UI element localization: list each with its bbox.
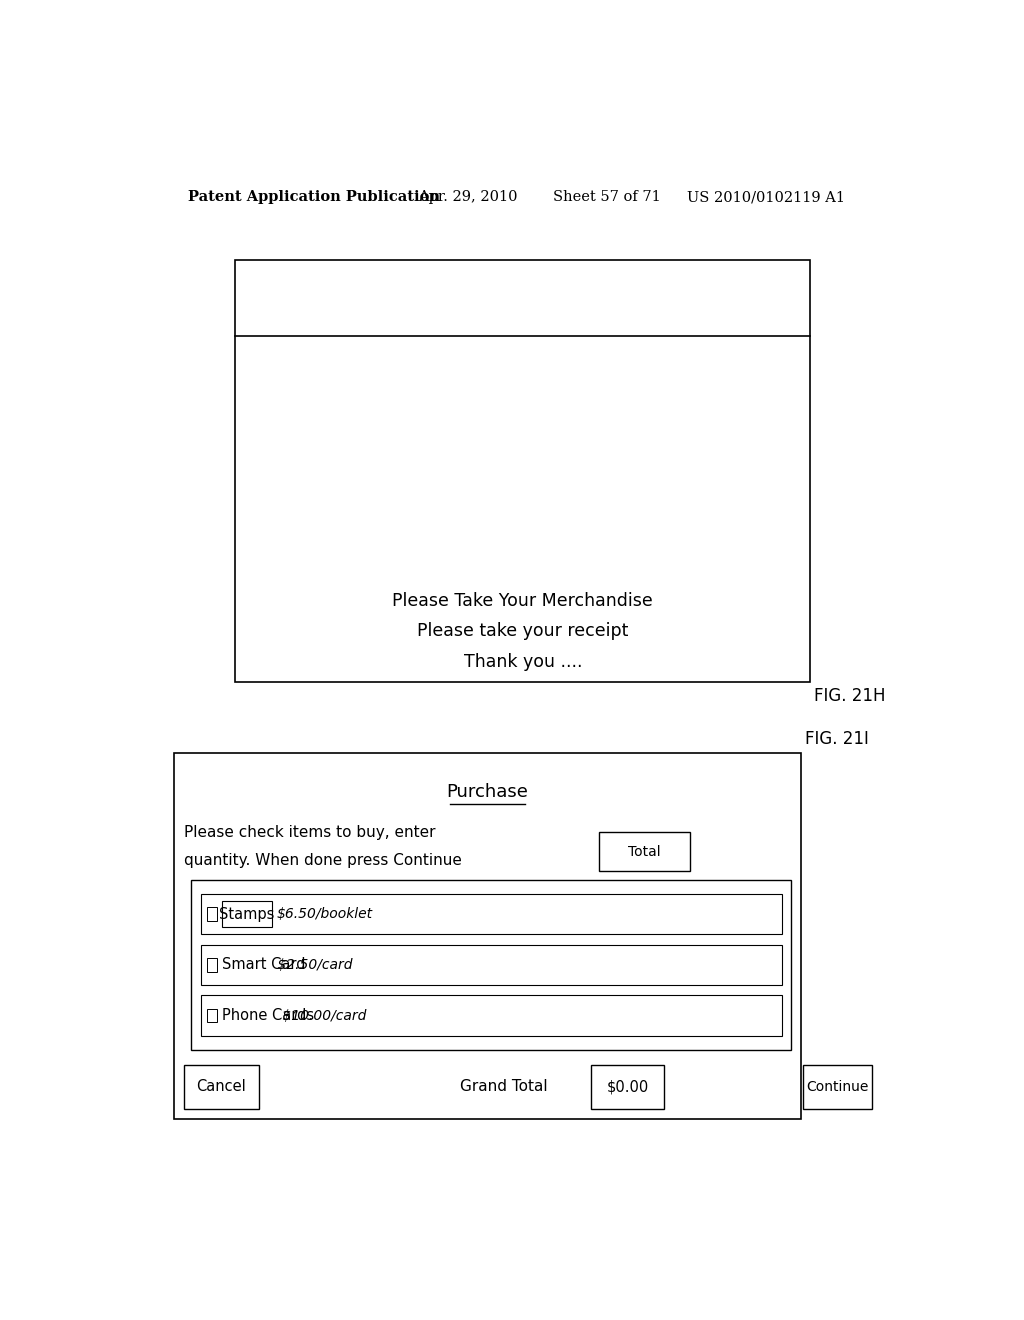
Bar bbox=[201, 995, 782, 1036]
Bar bbox=[201, 945, 782, 985]
Text: Please Take Your Merchandise: Please Take Your Merchandise bbox=[392, 591, 653, 610]
Text: Please check items to buy, enter: Please check items to buy, enter bbox=[183, 825, 435, 840]
Bar bbox=[236, 260, 811, 682]
Text: US 2010/0102119 A1: US 2010/0102119 A1 bbox=[687, 190, 846, 205]
Text: $10.00/card: $10.00/card bbox=[279, 1008, 367, 1023]
Text: FIG. 21I: FIG. 21I bbox=[805, 730, 868, 748]
Text: Phone Cards: Phone Cards bbox=[221, 1008, 313, 1023]
Text: $2.50/card: $2.50/card bbox=[273, 958, 352, 972]
Text: $0.00: $0.00 bbox=[606, 1080, 648, 1094]
Text: $6.50/booklet: $6.50/booklet bbox=[276, 907, 373, 921]
Text: Apr. 29, 2010: Apr. 29, 2010 bbox=[418, 190, 517, 205]
Bar bbox=[191, 880, 792, 1049]
Text: Smart Card: Smart Card bbox=[221, 957, 305, 973]
Bar bbox=[599, 833, 690, 871]
Text: Patent Application Publication: Patent Application Publication bbox=[187, 190, 439, 205]
Text: Continue: Continue bbox=[806, 1080, 868, 1094]
Text: Sheet 57 of 71: Sheet 57 of 71 bbox=[553, 190, 660, 205]
Text: FIG. 21H: FIG. 21H bbox=[814, 686, 886, 705]
Bar bbox=[174, 752, 801, 1119]
Bar bbox=[591, 1065, 665, 1109]
Bar bbox=[221, 902, 271, 927]
Bar bbox=[183, 1065, 259, 1109]
Bar bbox=[803, 1065, 872, 1109]
Text: Please take your receipt: Please take your receipt bbox=[417, 622, 629, 640]
Text: Total: Total bbox=[628, 845, 660, 858]
Text: Stamps: Stamps bbox=[219, 907, 274, 921]
Text: Grand Total: Grand Total bbox=[460, 1080, 548, 1094]
Text: quantity. When done press Continue: quantity. When done press Continue bbox=[183, 853, 462, 869]
Bar bbox=[207, 907, 217, 921]
Bar bbox=[207, 1008, 217, 1022]
Bar bbox=[201, 894, 782, 935]
Bar bbox=[207, 958, 217, 972]
Text: Cancel: Cancel bbox=[197, 1080, 246, 1094]
Text: Purchase: Purchase bbox=[446, 783, 528, 801]
Text: Thank you ....: Thank you .... bbox=[464, 652, 582, 671]
